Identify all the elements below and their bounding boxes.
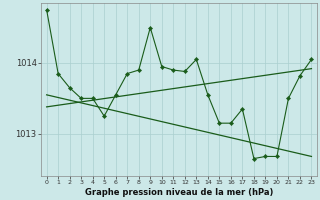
X-axis label: Graphe pression niveau de la mer (hPa): Graphe pression niveau de la mer (hPa) xyxy=(85,188,273,197)
